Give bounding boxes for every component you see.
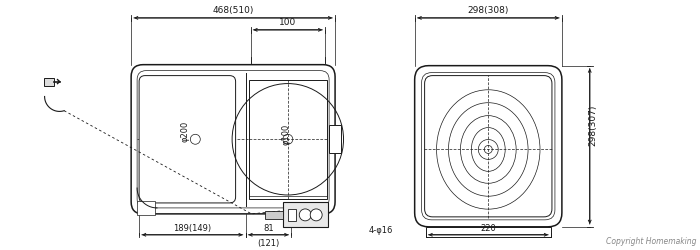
FancyBboxPatch shape	[421, 72, 555, 220]
FancyBboxPatch shape	[139, 76, 236, 203]
Text: (121): (121)	[258, 239, 279, 248]
Text: 468(510): 468(510)	[212, 6, 254, 15]
Circle shape	[300, 209, 312, 221]
Bar	[284, 202, 328, 227]
Bar	[137, 201, 155, 215]
Bar	[248, 80, 327, 199]
Text: φ200: φ200	[181, 121, 190, 142]
Text: φ100: φ100	[281, 124, 290, 145]
Text: 4-φ16: 4-φ16	[368, 226, 393, 235]
Bar	[329, 125, 341, 153]
Text: 81: 81	[263, 224, 274, 233]
Bar	[265, 211, 284, 219]
Text: 100: 100	[279, 18, 297, 27]
FancyBboxPatch shape	[131, 65, 335, 214]
Circle shape	[310, 209, 322, 221]
Text: 220: 220	[480, 224, 496, 233]
Bar	[426, 227, 551, 237]
FancyBboxPatch shape	[425, 76, 552, 217]
FancyBboxPatch shape	[137, 71, 329, 208]
Text: Copyright Homemaking: Copyright Homemaking	[606, 237, 696, 246]
Text: 298(307): 298(307)	[588, 105, 597, 146]
Text: 189(149): 189(149)	[174, 224, 211, 233]
Bar	[43, 78, 53, 86]
Bar	[288, 209, 296, 221]
FancyBboxPatch shape	[414, 66, 562, 227]
Text: 298(308): 298(308)	[468, 6, 509, 15]
